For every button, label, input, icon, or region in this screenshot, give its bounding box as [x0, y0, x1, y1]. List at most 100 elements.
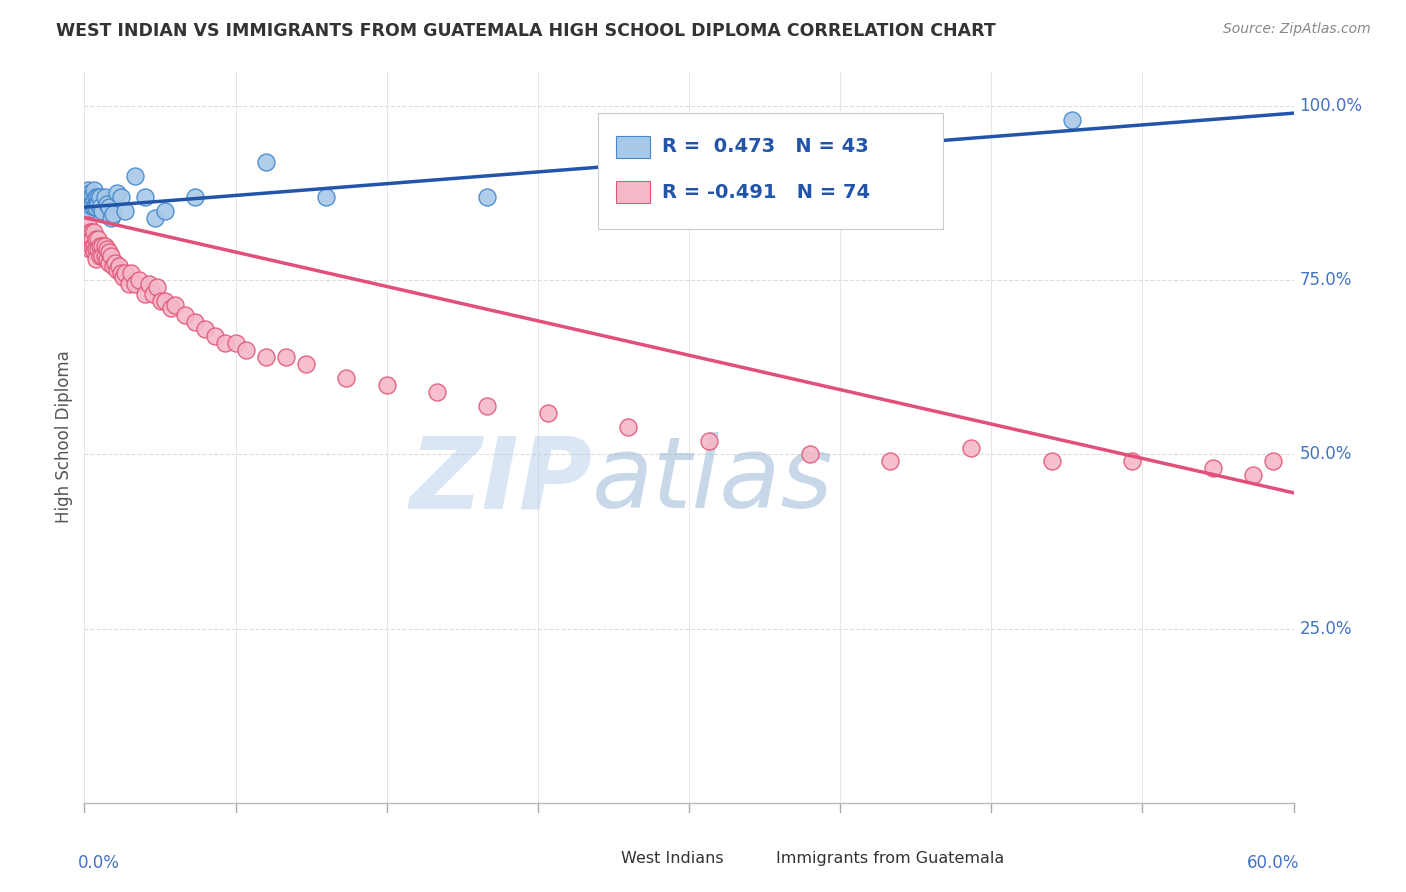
Point [142, 287, 165, 301]
Point [214, 336, 236, 351]
Text: atlas: atlas [592, 433, 834, 530]
Text: 50.0%: 50.0% [1299, 445, 1353, 464]
Point [83, 183, 105, 197]
Point [75, 190, 97, 204]
Point [160, 301, 183, 316]
Point [184, 190, 207, 204]
Point [83, 244, 105, 258]
Point [96, 242, 118, 256]
Point [97, 245, 120, 260]
Point [111, 269, 134, 284]
Point [107, 260, 129, 274]
Point [87, 242, 110, 256]
Point [89, 238, 111, 252]
Point [1040, 454, 1063, 468]
Point [75, 186, 97, 201]
Point [82, 190, 104, 204]
Point [118, 277, 141, 291]
Point [87, 231, 110, 245]
Point [537, 406, 560, 420]
Point [165, 298, 187, 312]
Point [91, 249, 114, 263]
Point [83, 193, 105, 207]
Text: WEST INDIAN VS IMMIGRANTS FROM GUATEMALA HIGH SCHOOL DIPLOMA CORRELATION CHART: WEST INDIAN VS IMMIGRANTS FROM GUATEMALA… [56, 22, 995, 40]
Point [89, 200, 111, 214]
Point [86, 200, 108, 214]
Text: 25.0%: 25.0% [1299, 620, 1353, 638]
Point [105, 263, 128, 277]
Point [1060, 113, 1083, 128]
Point [315, 190, 337, 204]
Point [96, 252, 118, 267]
Point [86, 242, 108, 256]
Point [375, 377, 398, 392]
Text: West Indians: West Indians [621, 851, 724, 865]
FancyBboxPatch shape [616, 181, 650, 203]
Text: 0.0%: 0.0% [79, 854, 120, 872]
Point [153, 203, 176, 218]
Point [124, 169, 146, 183]
Point [75, 231, 97, 245]
Point [82, 240, 104, 254]
Text: R = -0.491   N = 74: R = -0.491 N = 74 [662, 183, 870, 202]
Point [83, 200, 105, 214]
Point [426, 384, 449, 399]
Point [100, 211, 122, 225]
Point [1241, 468, 1264, 483]
Point [295, 357, 318, 371]
Text: R =  0.473   N = 43: R = 0.473 N = 43 [662, 137, 869, 156]
Point [82, 225, 104, 239]
Point [100, 249, 122, 263]
Point [194, 322, 217, 336]
Text: Immigrants from Guatemala: Immigrants from Guatemala [776, 851, 1004, 865]
Point [149, 294, 172, 309]
Point [477, 399, 499, 413]
Point [697, 434, 720, 448]
Point [225, 336, 247, 351]
Point [79, 242, 101, 256]
Point [110, 266, 132, 280]
Text: ZIP: ZIP [409, 433, 592, 530]
Point [91, 238, 114, 252]
Point [114, 266, 136, 280]
Point [110, 190, 132, 204]
Point [79, 190, 101, 204]
Point [274, 350, 297, 364]
Point [120, 266, 142, 280]
Point [101, 260, 124, 274]
Text: 75.0%: 75.0% [1299, 271, 1353, 289]
Point [93, 249, 115, 263]
Point [96, 196, 118, 211]
Point [79, 233, 101, 247]
Point [254, 350, 277, 364]
Text: 100.0%: 100.0% [1299, 97, 1362, 115]
Point [83, 238, 105, 252]
Point [697, 141, 720, 155]
Point [138, 277, 160, 291]
Point [77, 203, 100, 218]
FancyBboxPatch shape [724, 846, 766, 870]
Point [235, 343, 257, 357]
Point [134, 287, 156, 301]
Point [124, 277, 146, 291]
Point [617, 419, 640, 434]
Point [77, 238, 100, 252]
Point [960, 441, 983, 455]
Point [91, 203, 114, 218]
Point [75, 225, 97, 239]
Point [75, 200, 97, 214]
Point [82, 193, 104, 207]
Point [89, 190, 111, 204]
Point [1202, 461, 1225, 475]
Point [77, 228, 100, 243]
FancyBboxPatch shape [616, 136, 650, 158]
Point [93, 190, 115, 204]
Point [79, 186, 101, 201]
Point [77, 196, 100, 211]
Text: Source: ZipAtlas.com: Source: ZipAtlas.com [1223, 22, 1371, 37]
Point [105, 186, 128, 201]
Point [134, 190, 156, 204]
Point [82, 196, 104, 211]
Point [93, 238, 115, 252]
Point [97, 200, 120, 214]
